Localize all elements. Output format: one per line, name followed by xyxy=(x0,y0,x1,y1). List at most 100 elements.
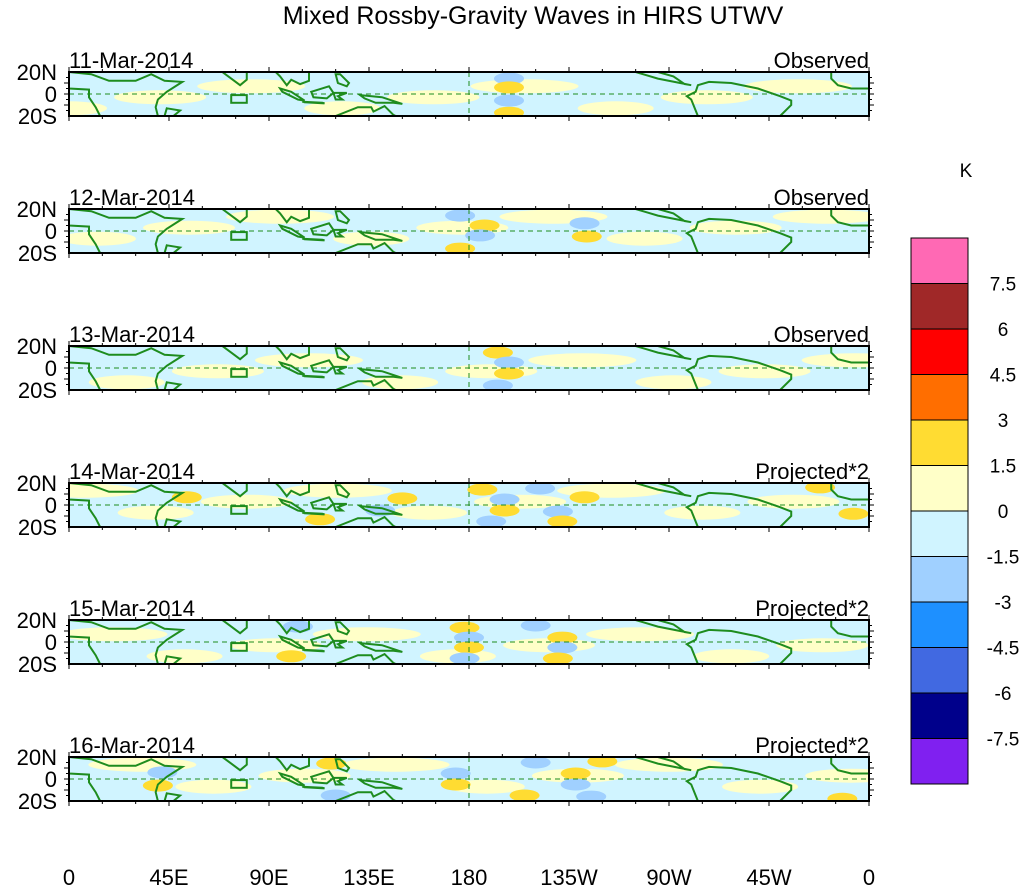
positive-anomaly xyxy=(489,504,520,517)
negative-anomaly xyxy=(560,778,591,791)
panel-date-label: 13-Mar-2014 xyxy=(69,322,195,347)
coastline xyxy=(356,230,403,242)
coastline xyxy=(332,365,348,375)
weak-positive-region xyxy=(528,353,637,368)
weak-positive-region xyxy=(69,627,168,642)
coastline xyxy=(684,628,793,664)
positive-anomaly xyxy=(276,650,307,663)
colorbar-swatch xyxy=(910,692,969,739)
coastline xyxy=(684,80,793,116)
coastline xyxy=(334,73,351,88)
negative-anomaly xyxy=(494,94,524,107)
colorbar-swatch xyxy=(910,465,969,512)
negative-anomaly xyxy=(520,620,551,632)
panel-type-label: Observed xyxy=(774,185,869,210)
coastline xyxy=(334,210,351,225)
y-tick-label: 0 xyxy=(45,82,57,107)
coastline xyxy=(684,354,793,390)
positive-anomaly xyxy=(440,778,471,791)
colorbar-swatch xyxy=(910,419,969,466)
colorbar-swatch xyxy=(910,283,969,330)
negative-anomaly xyxy=(520,757,551,769)
y-tick-label: 0 xyxy=(45,356,57,381)
weak-positive-region xyxy=(660,90,753,105)
y-tick-label: 20N xyxy=(17,745,57,770)
region-box xyxy=(230,779,248,789)
coastline xyxy=(830,757,869,775)
weak-positive-region xyxy=(615,757,723,772)
region-box xyxy=(230,368,248,378)
region-box xyxy=(230,642,248,652)
positive-anomaly xyxy=(469,219,500,232)
y-tick-label: 20N xyxy=(17,334,57,359)
x-tick-label: 135E xyxy=(343,865,394,890)
coastline xyxy=(309,359,335,374)
coastline xyxy=(356,93,403,105)
weak-positive-region xyxy=(693,649,770,664)
colorbar-swatch xyxy=(910,237,969,284)
weak-positive-region xyxy=(175,779,252,794)
coastline xyxy=(69,620,186,664)
coastline xyxy=(277,634,306,650)
weak-positive-region xyxy=(635,375,712,390)
coastline xyxy=(302,237,325,242)
negative-anomaly xyxy=(449,652,480,664)
weak-positive-region xyxy=(689,220,782,235)
y-tick-label: 0 xyxy=(45,630,57,655)
positive-anomaly xyxy=(449,621,480,634)
colorbar-level-label: 0 xyxy=(998,502,1009,523)
positive-anomaly xyxy=(547,515,578,527)
y-tick-label: 0 xyxy=(45,767,57,792)
coastline xyxy=(334,347,351,362)
positive-anomaly xyxy=(305,513,336,526)
y-tick-label: 20S xyxy=(18,652,57,677)
negative-anomaly xyxy=(454,631,484,644)
y-tick-label: 20N xyxy=(17,608,57,633)
coastline xyxy=(277,360,306,376)
coastline xyxy=(163,107,183,116)
coastline xyxy=(277,771,306,787)
weak-positive-region xyxy=(664,505,741,520)
weak-positive-region xyxy=(577,101,654,116)
positive-anomaly xyxy=(494,81,524,94)
panel-type-label: Projected*2 xyxy=(755,596,869,621)
coastline xyxy=(69,757,186,801)
coastline xyxy=(274,72,310,87)
colorbar-swatch xyxy=(910,647,969,694)
negative-anomaly xyxy=(445,209,476,222)
region-box xyxy=(230,231,248,241)
weak-positive-region xyxy=(341,757,450,772)
panel-date-label: 11-Mar-2014 xyxy=(69,48,193,73)
positive-anomaly xyxy=(509,789,540,801)
weak-positive-region xyxy=(391,505,467,520)
positive-anomaly xyxy=(467,483,498,496)
panel-date-label: 15-Mar-2014 xyxy=(69,596,195,621)
coastline xyxy=(309,496,335,511)
positive-anomaly xyxy=(571,230,602,243)
negative-anomaly xyxy=(482,379,513,390)
coastline xyxy=(830,346,869,364)
x-tick-label: 45E xyxy=(149,865,188,890)
coastline xyxy=(356,778,403,790)
weak-positive-region xyxy=(470,79,579,94)
coastline xyxy=(274,346,310,361)
weak-positive-region xyxy=(226,209,335,224)
negative-anomaly xyxy=(489,493,520,506)
coastline xyxy=(635,757,692,772)
coastline xyxy=(635,209,692,224)
coastline xyxy=(356,641,403,653)
coastline xyxy=(163,244,183,253)
colorbar-units-label: K xyxy=(960,161,973,182)
coastline xyxy=(163,792,183,801)
weak-positive-region xyxy=(445,364,538,379)
positive-anomaly xyxy=(827,792,858,801)
colorbar-swatch xyxy=(910,738,969,785)
weak-positive-region xyxy=(743,79,852,94)
panel-type-label: Projected*2 xyxy=(755,733,869,758)
weak-positive-region xyxy=(772,209,869,224)
colorbar-level-label: -3 xyxy=(995,593,1012,614)
